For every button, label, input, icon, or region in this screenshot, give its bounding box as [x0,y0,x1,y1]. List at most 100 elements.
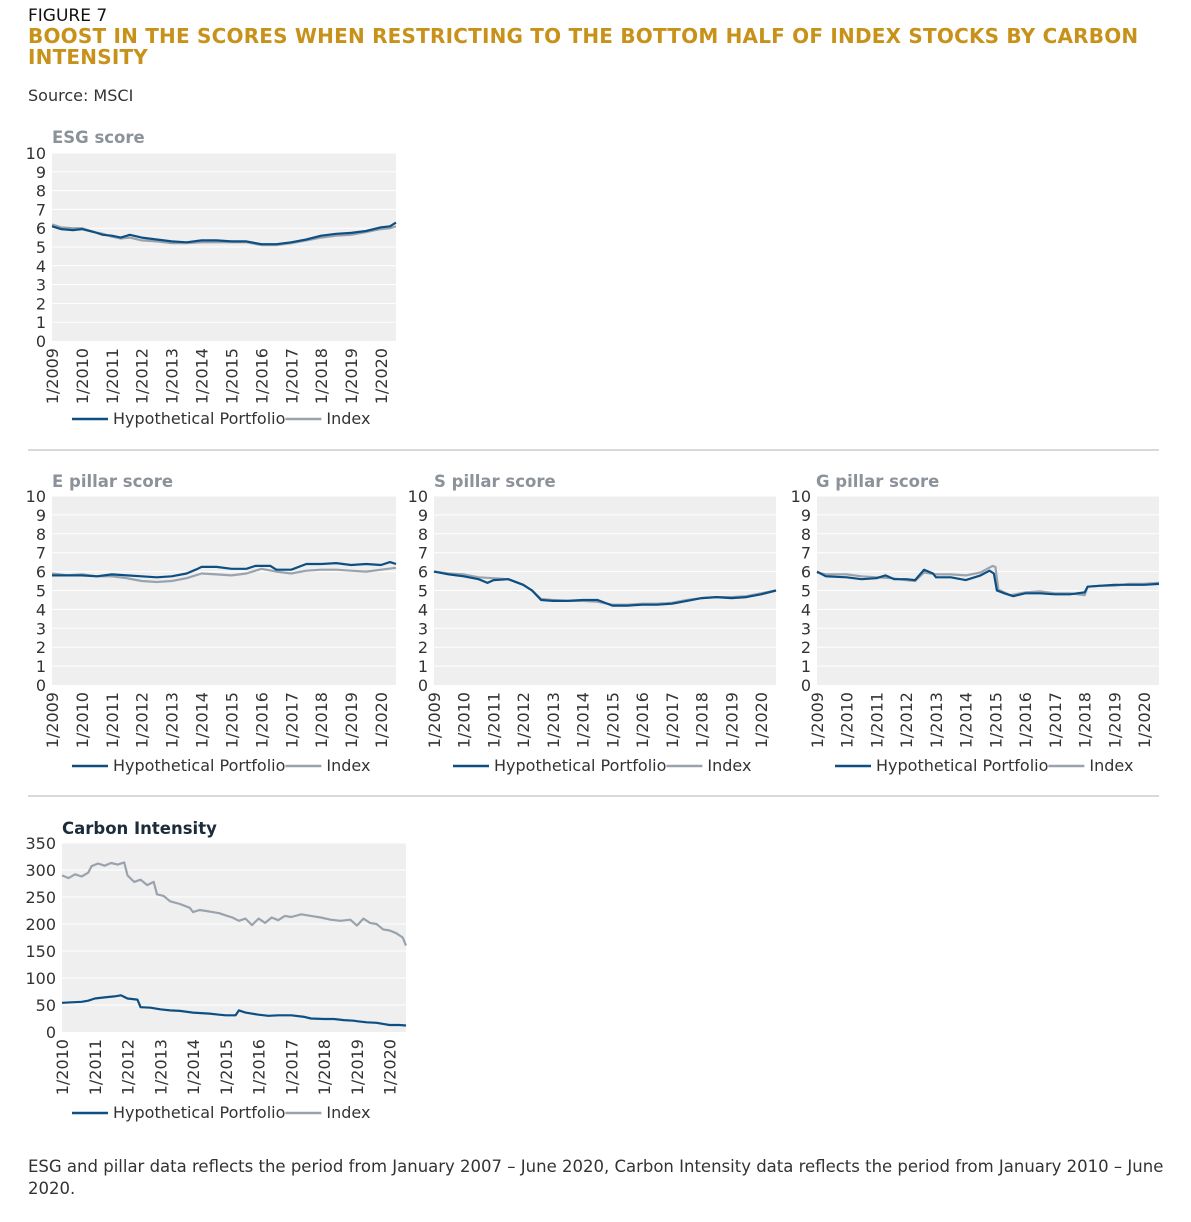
x-tick-label: 1/2009 [43,348,62,404]
x-tick-label: 1/2016 [1016,692,1035,748]
y-tick-label: 1 [418,657,428,676]
x-tick-label: 1/2020 [372,692,391,748]
y-tick-label: 4 [36,257,46,276]
x-tick-label: 1/2012 [514,692,533,748]
y-tick-label: 350 [25,834,56,853]
y-tick-label: 6 [801,563,811,582]
y-tick-label: 1 [36,657,46,676]
y-tick-label: 0 [36,332,46,351]
legend-label-index: Index [326,409,370,428]
x-tick-label: 1/2015 [603,692,622,748]
y-tick-label: 7 [801,544,811,563]
x-tick-label: 1/2015 [986,692,1005,748]
y-tick-label: 3 [801,619,811,638]
x-tick-label: 1/2010 [53,1039,72,1095]
y-tick-label: 0 [36,676,46,695]
y-tick-label: 9 [36,506,46,525]
x-tick-label: 1/2018 [693,692,712,748]
y-tick-label: 1 [801,657,811,676]
x-tick-label: 1/2011 [103,348,122,404]
y-tick-label: 0 [801,676,811,695]
x-tick-label: 1/2017 [282,348,301,404]
y-tick-label: 2 [36,638,46,657]
series-line-index [61,861,408,947]
legend-label-index: Index [326,756,370,775]
x-tick-label: 1/2013 [927,692,946,748]
x-tick-label: 1/2017 [663,692,682,748]
x-tick-label: 1/2011 [86,1039,105,1095]
chart-panel: Carbon Intensity 0 50 100 150 200 250 300 350 1/2… [25,819,408,1122]
x-tick-label: 1/2020 [372,348,391,404]
y-tick-label: 1 [36,313,46,332]
x-tick-label: 1/2019 [722,692,741,748]
x-tick-label: 1/2013 [163,348,182,404]
y-tick-label: 4 [418,600,428,619]
legend: Hypothetical Portfolio Index [453,756,751,775]
chart-title: Carbon Intensity [62,819,217,838]
x-tick-label: 1/2014 [957,692,976,748]
y-tick-label: 9 [36,163,46,182]
x-tick-label: 1/2011 [484,692,503,748]
y-tick-label: 7 [36,544,46,563]
y-tick-label: 5 [36,582,46,601]
chart-title: ESG score [52,128,145,147]
legend: Hypothetical Portfolio Index [72,1103,370,1122]
x-tick-label: 1/2020 [752,692,771,748]
x-tick-label: 1/2012 [133,692,152,748]
x-tick-label: 1/2014 [193,692,212,748]
x-tick-label: 1/2015 [222,348,241,404]
y-tick-label: 3 [36,619,46,638]
y-tick-label: 2 [801,638,811,657]
x-tick-label: 1/2014 [574,692,593,748]
legend-label-hypothetical-portfolio: Hypothetical Portfolio [876,756,1048,775]
x-tick-label: 1/2010 [838,692,857,748]
x-tick-label: 1/2018 [312,348,331,404]
figure-source: Source: MSCI [28,86,134,105]
x-tick-label: 1/2009 [808,692,827,748]
x-tick-label: 1/2010 [73,692,92,748]
series-line-hypothetical-portfolio [61,994,407,1027]
y-tick-label: 10 [408,487,428,506]
x-tick-label: 1/2016 [250,1039,269,1095]
series-line-hypothetical-portfolio [52,561,397,579]
x-tick-label: 1/2013 [151,1039,170,1095]
y-tick-label: 50 [36,996,56,1015]
series-line-hypothetical-portfolio [51,221,397,246]
x-tick-label: 1/2011 [867,692,886,748]
y-tick-label: 300 [25,861,56,880]
x-tick-label: 1/2020 [381,1039,400,1095]
y-tick-label: 0 [418,676,428,695]
y-tick-label: 9 [418,506,428,525]
plot-area [62,843,406,1032]
x-tick-label: 1/2012 [133,348,152,404]
y-tick-label: 8 [36,182,46,201]
y-tick-label: 7 [36,200,46,219]
legend-label-hypothetical-portfolio: Hypothetical Portfolio [494,756,666,775]
x-tick-label: 1/2009 [43,692,62,748]
series-line-index [51,566,397,584]
legend: Hypothetical Portfolio Index [72,409,370,428]
x-tick-label: 1/2015 [222,692,241,748]
y-tick-label: 6 [36,563,46,582]
row-divider [28,795,1159,797]
y-tick-label: 2 [418,638,428,657]
y-tick-label: 250 [25,888,56,907]
y-tick-label: 8 [418,525,428,544]
y-tick-label: 200 [25,915,56,934]
x-tick-label: 1/2018 [315,1039,334,1095]
series-line-hypothetical-portfolio [433,570,777,607]
x-tick-label: 1/2013 [163,692,182,748]
x-tick-label: 1/2016 [252,348,271,404]
legend-label-index: Index [707,756,751,775]
y-tick-label: 100 [25,969,56,988]
x-tick-label: 1/2017 [1046,692,1065,748]
x-tick-label: 1/2014 [193,348,212,404]
x-tick-label: 1/2012 [119,1039,138,1095]
figure-label: FIGURE 7 [28,6,108,26]
y-tick-label: 4 [801,600,811,619]
x-tick-label: 1/2015 [217,1039,236,1095]
chart-title: S pillar score [434,472,556,491]
